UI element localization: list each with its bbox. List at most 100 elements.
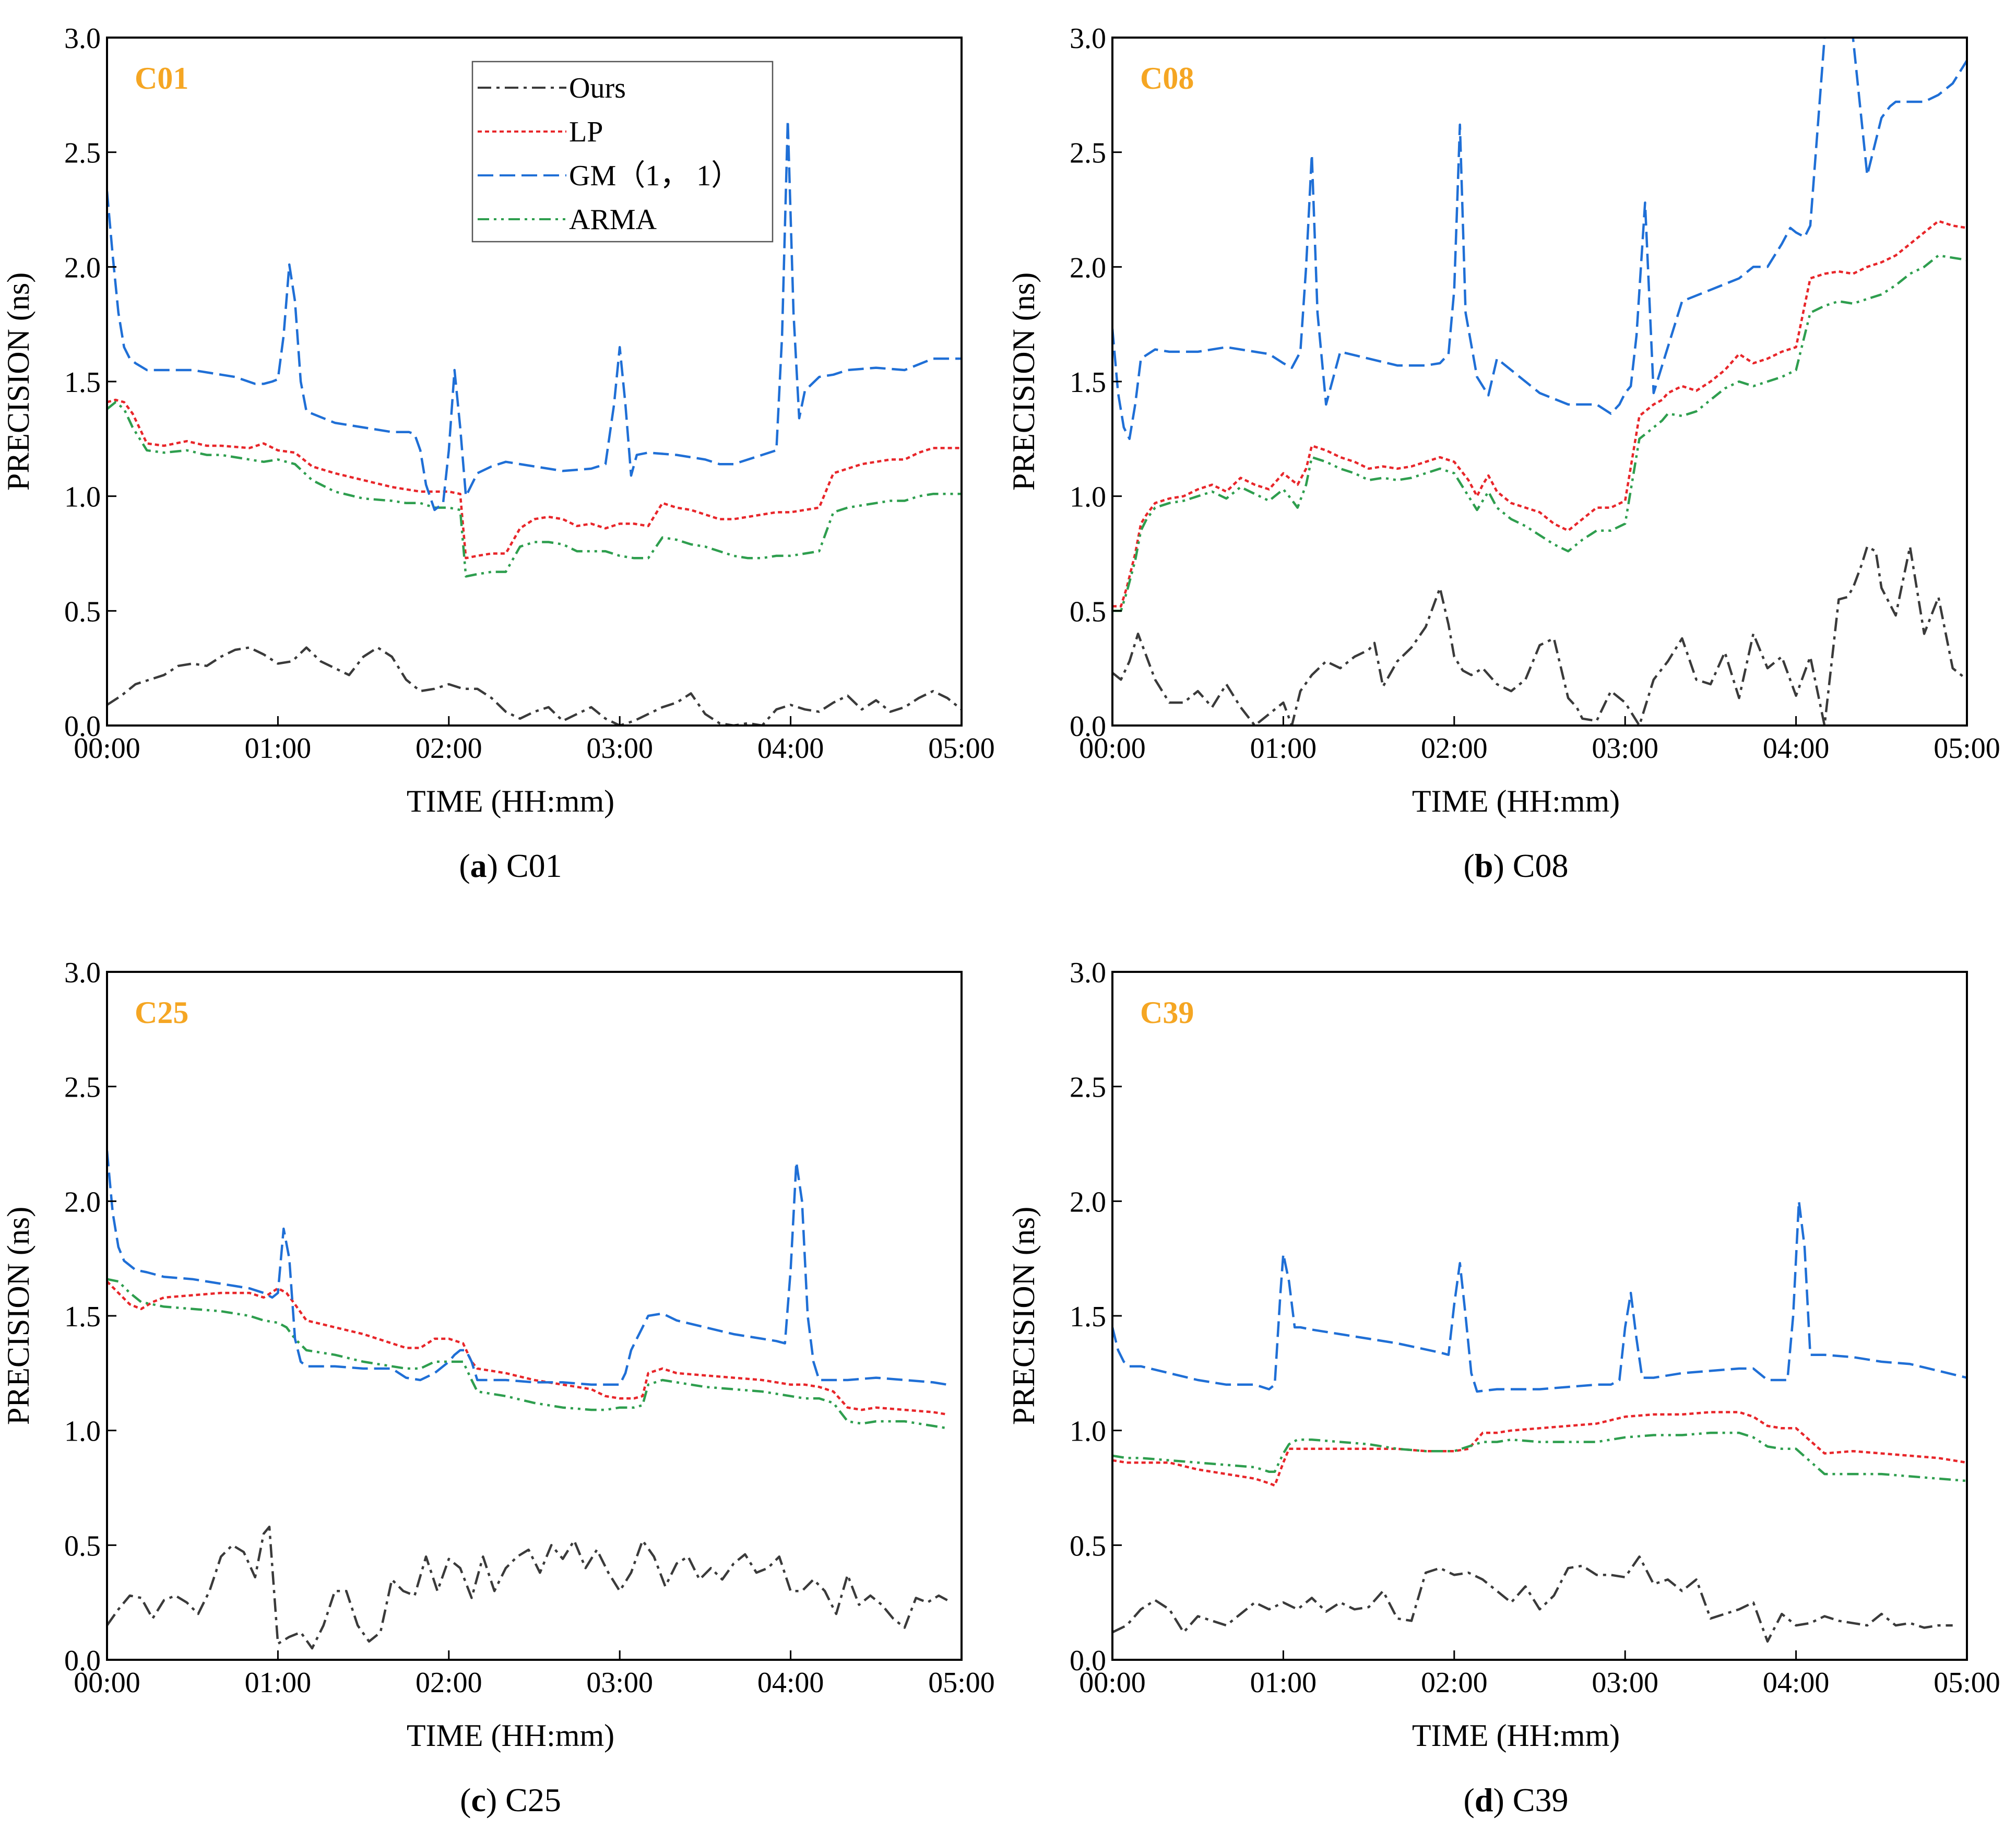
series-line-lp: [107, 1280, 948, 1416]
series-group: [107, 118, 962, 726]
caption-letter: b: [1475, 847, 1493, 884]
series-line-gm: [107, 1150, 948, 1386]
series-line-ours: [1112, 1555, 1953, 1643]
legend: Ours LP GM（1， 1） ARMA: [471, 61, 774, 243]
x-tick-label: 00:00: [74, 1667, 140, 1699]
y-tick-label: 1.5: [64, 366, 101, 399]
series-line-lp: [1112, 220, 1967, 608]
series-line-gm: [1112, 1200, 1967, 1393]
panel-caption: (d) C39: [1464, 1781, 1569, 1818]
y-tick-label: 2.0: [64, 1186, 101, 1218]
series-line-arma: [1112, 254, 1967, 612]
series-group: [107, 1150, 948, 1650]
legend-label-ours: Ours: [569, 72, 626, 104]
y-tick-label: 0.0: [64, 1645, 101, 1677]
x-axis-label: TIME (HH:mm): [1412, 784, 1620, 818]
x-tick-label: 00:00: [1079, 1667, 1146, 1699]
y-tick-label: 2.0: [1070, 252, 1106, 284]
x-tick-label: 01:00: [1250, 732, 1317, 765]
x-axis-label: TIME (HH:mm): [407, 1718, 614, 1753]
series-group: [1112, 38, 1967, 726]
y-tick-label: 2.0: [64, 252, 101, 284]
panel-c01: C01 TIME (HH:mm) PRECISION (ns) (a) C01 …: [1, 22, 995, 884]
x-tick-label: 02:00: [416, 1667, 482, 1699]
panel-c25: C25 TIME (HH:mm) PRECISION (ns) (c) C25 …: [1, 957, 995, 1818]
legend-box: [471, 61, 774, 243]
y-tick-label: 3.0: [1070, 957, 1106, 989]
panel-tag: C25: [135, 995, 188, 1030]
panel-tag: C39: [1140, 995, 1194, 1030]
x-tick-label: 05:00: [928, 1667, 995, 1699]
y-tick-label: 0.0: [64, 710, 101, 743]
y-tick-label: 1.0: [64, 481, 101, 514]
y-tick-label: 2.5: [1070, 1072, 1106, 1104]
x-tick-label: 00:00: [1079, 732, 1146, 765]
x-tick-label: 02:00: [1421, 1667, 1488, 1699]
series-line-ours: [107, 646, 962, 726]
y-tick-label: 3.0: [1070, 22, 1106, 55]
series-line-ours: [1112, 545, 1967, 726]
x-axis-label: TIME (HH:mm): [1412, 1718, 1620, 1753]
caption-text: C08: [1513, 847, 1569, 884]
y-tick-label: 2.0: [1070, 1186, 1106, 1218]
panel-caption: (c) C25: [460, 1781, 561, 1818]
x-tick-label: 04:00: [1763, 1667, 1830, 1699]
panel-tag: C08: [1140, 61, 1194, 96]
x-tick-label: 01:00: [1250, 1667, 1317, 1699]
y-tick-label: 0.0: [1070, 710, 1106, 743]
panel-c08: C08 TIME (HH:mm) PRECISION (ns) (b) C08 …: [1006, 22, 2000, 884]
x-tick-label: 04:00: [757, 1667, 824, 1699]
caption-letter: a: [470, 847, 487, 884]
x-tick-label: 01:00: [245, 1667, 312, 1699]
y-tick-label: 1.0: [1070, 481, 1106, 514]
caption-text: C01: [506, 847, 562, 884]
legend-label-arma: ARMA: [569, 204, 657, 236]
panel-caption: (b) C08: [1464, 847, 1569, 884]
x-tick-label: 03:00: [1592, 732, 1658, 765]
y-axis-label: PRECISION (ns): [1, 1207, 35, 1425]
y-tick-label: 0.5: [1070, 1530, 1106, 1562]
y-tick-label: 1.0: [64, 1416, 101, 1448]
y-tick-label: 0.5: [1070, 596, 1106, 628]
caption-letter: d: [1475, 1781, 1493, 1818]
x-tick-label: 00:00: [74, 732, 140, 765]
y-axis-label: PRECISION (ns): [1006, 1207, 1041, 1425]
y-axis-label: PRECISION (ns): [1, 272, 35, 491]
x-tick-label: 04:00: [1763, 732, 1830, 765]
legend-label-gm: GM（1， 1）: [569, 160, 740, 192]
y-axis-label: PRECISION (ns): [1006, 272, 1041, 491]
y-tick-label: 1.5: [1070, 1301, 1106, 1333]
x-tick-label: 01:00: [245, 732, 312, 765]
caption-letter: c: [471, 1781, 485, 1818]
y-tick-label: 2.5: [1070, 137, 1106, 170]
x-tick-label: 03:00: [586, 1667, 653, 1699]
series-line-lp: [1112, 1411, 1967, 1487]
series-line-gm: [107, 118, 962, 512]
y-tick-label: 0.5: [64, 596, 101, 628]
y-tick-label: 2.5: [64, 1072, 101, 1104]
panel-tag: C01: [135, 61, 188, 96]
y-tick-label: 0.5: [64, 1530, 101, 1562]
y-tick-label: 3.0: [64, 957, 101, 989]
y-tick-label: 1.0: [1070, 1416, 1106, 1448]
series-line-arma: [107, 1278, 948, 1430]
legend-label-lp: LP: [569, 116, 603, 148]
x-tick-label: 05:00: [928, 732, 995, 765]
x-tick-label: 03:00: [1592, 1667, 1658, 1699]
y-tick-label: 0.0: [1070, 1645, 1106, 1677]
y-tick-label: 1.5: [1070, 366, 1106, 399]
y-tick-label: 1.5: [64, 1301, 101, 1333]
series-line-lp: [107, 398, 962, 560]
x-tick-label: 02:00: [1421, 732, 1488, 765]
x-tick-label: 02:00: [416, 732, 482, 765]
x-tick-label: 05:00: [1934, 732, 2000, 765]
series-line-arma: [107, 401, 962, 578]
caption-text: C39: [1513, 1781, 1569, 1818]
series-group: [1112, 1200, 1967, 1643]
x-tick-label: 05:00: [1934, 1667, 2000, 1699]
x-tick-label: 04:00: [757, 732, 824, 765]
panel-c39: C39 TIME (HH:mm) PRECISION (ns) (d) C39 …: [1006, 957, 2000, 1818]
y-tick-label: 3.0: [64, 22, 101, 55]
series-line-gm: [1112, 38, 1967, 441]
